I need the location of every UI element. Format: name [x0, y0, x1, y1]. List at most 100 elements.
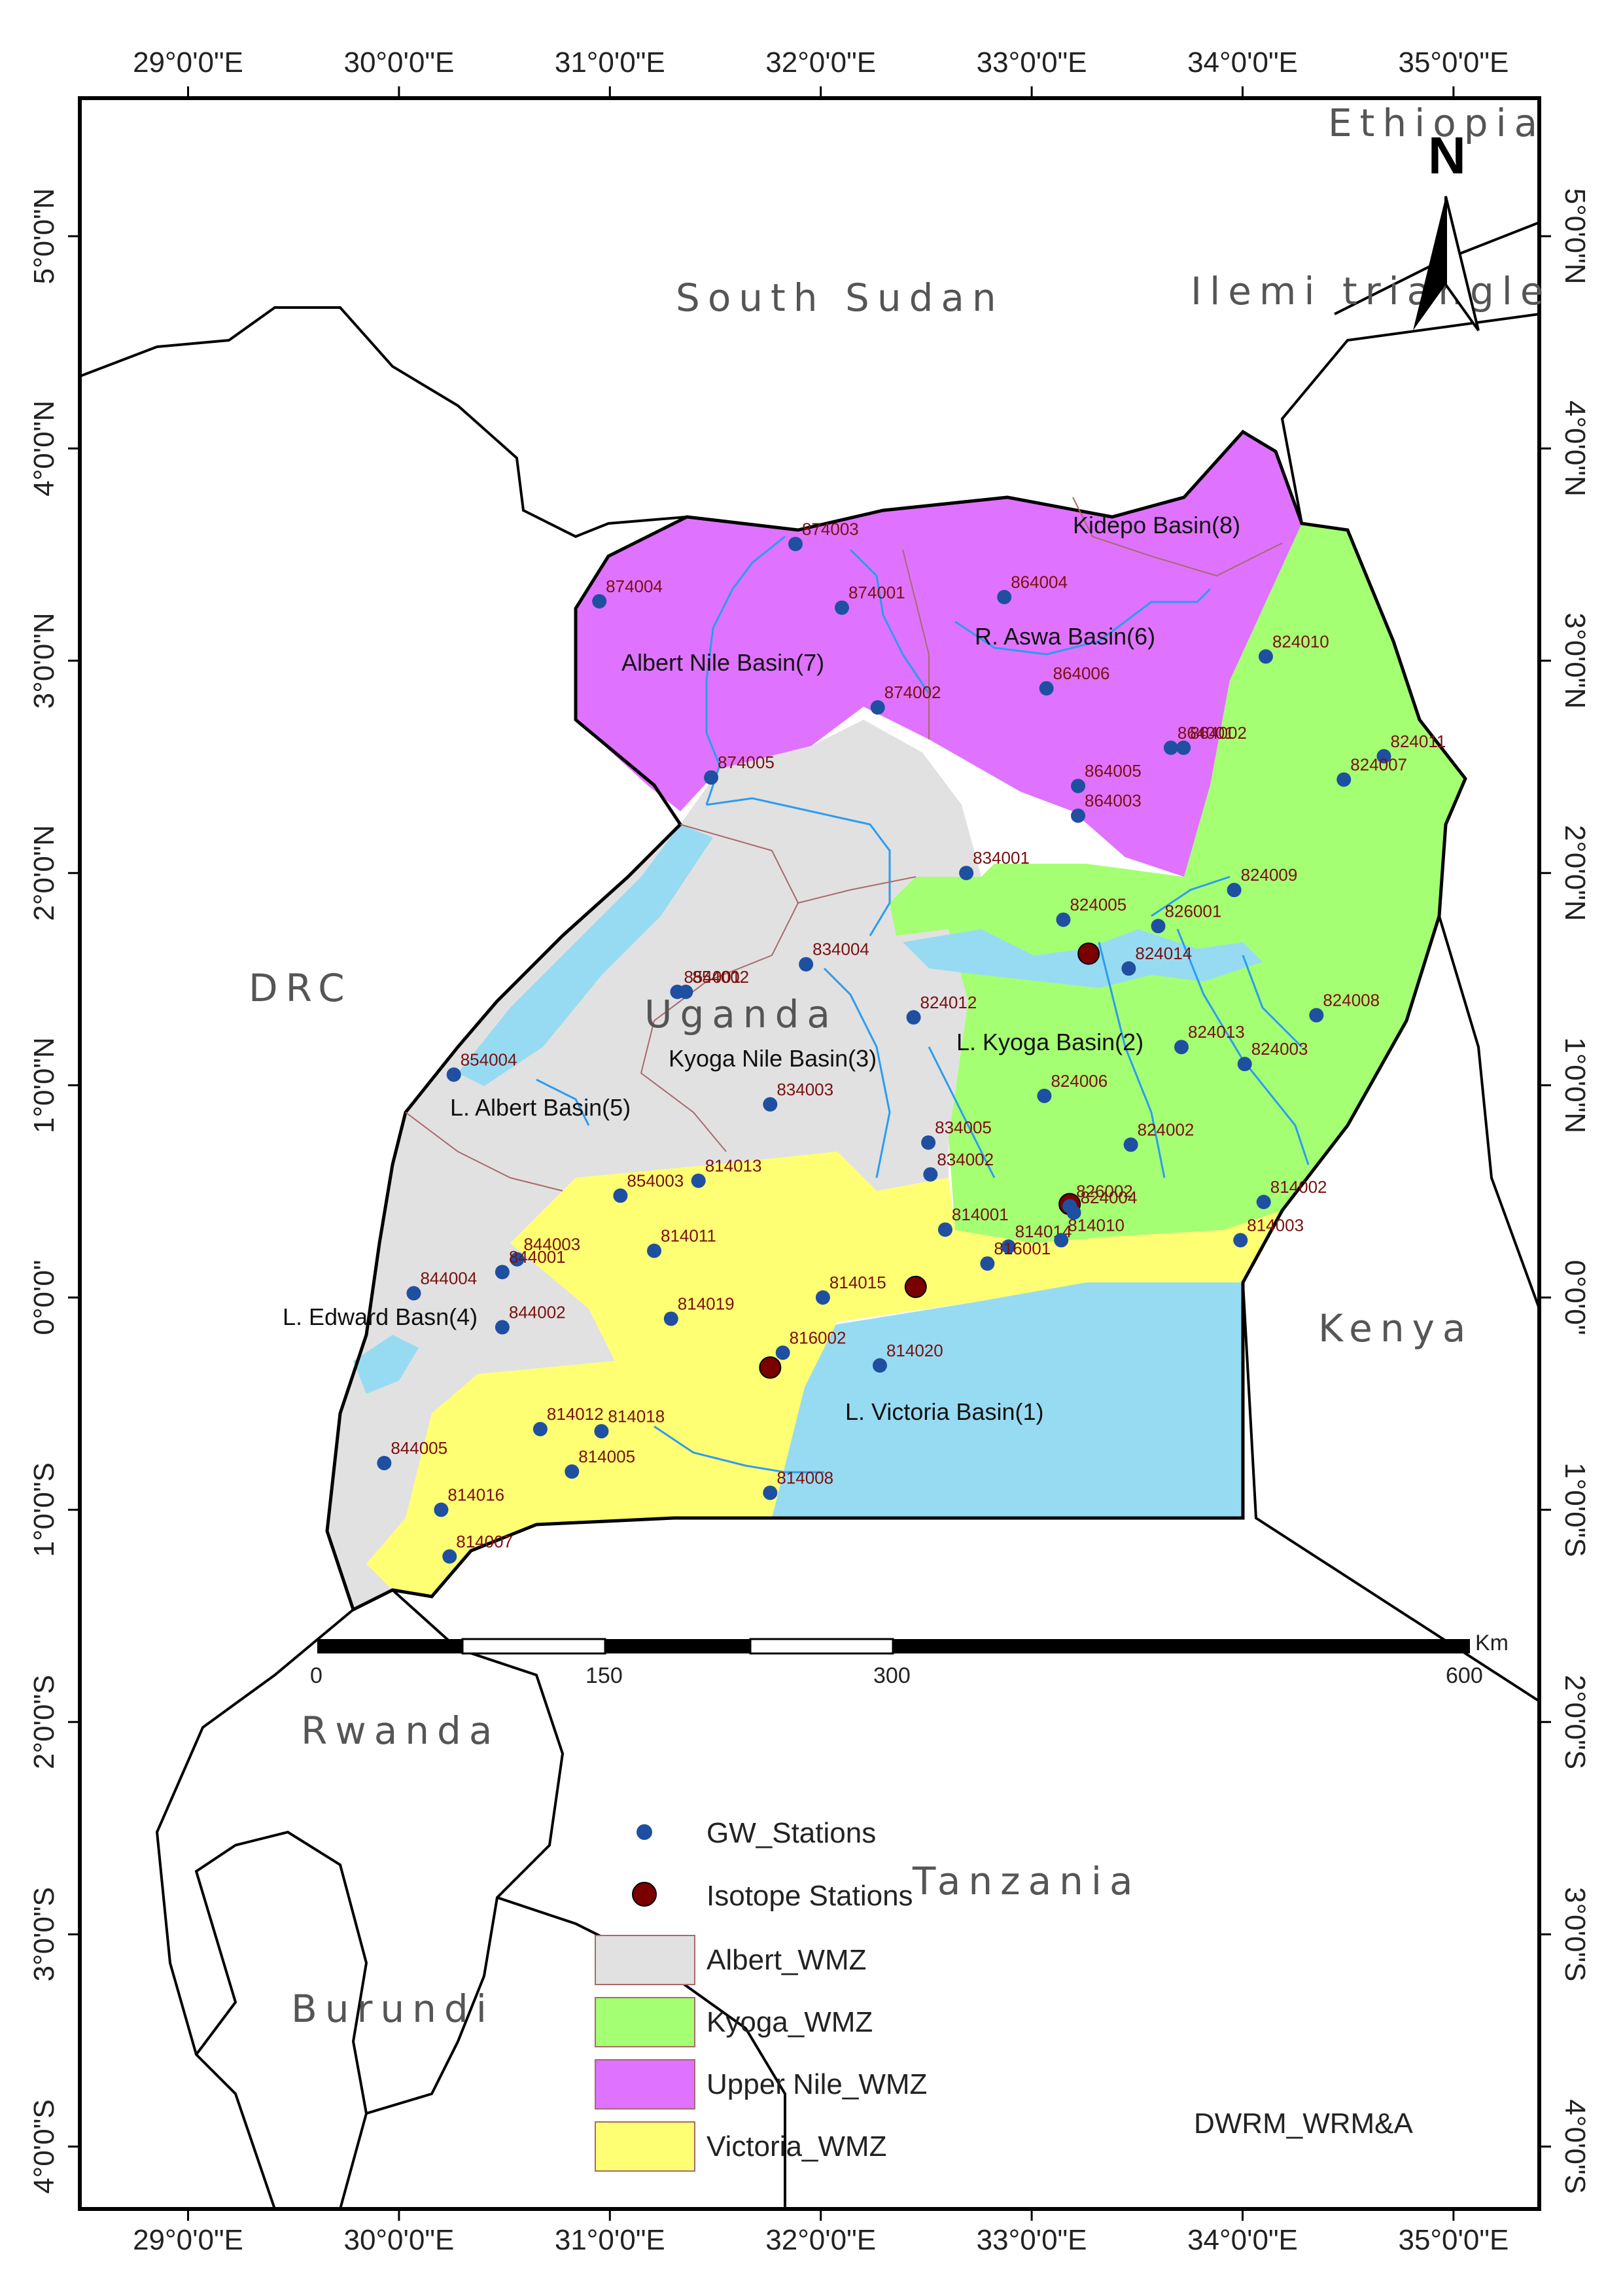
scale-seg-1 — [317, 1639, 462, 1653]
gw-station-marker — [1309, 1008, 1324, 1023]
gw-station-label: 864002 — [1190, 723, 1247, 743]
gw-station-label: 844002 — [509, 1302, 566, 1322]
gw-station-marker — [1039, 680, 1054, 696]
gw-station-label: 814001 — [952, 1205, 1009, 1224]
gw-station-marker — [1054, 1233, 1069, 1248]
gw-station-marker — [663, 1311, 678, 1326]
top-tick-label: 30°0'0"E — [343, 46, 454, 79]
north-arrow-left — [1413, 196, 1446, 330]
gw-station-marker — [594, 1424, 609, 1439]
country-labels: Ethiopia South Sudan Ilemi triangle DRC … — [249, 101, 1544, 2031]
gw-station-label: 814015 — [829, 1273, 886, 1292]
legend-upper-nile-swatch — [595, 2059, 695, 2110]
gw-station-label: 814002 — [1270, 1177, 1327, 1197]
basin-label-1: L. Victoria Basin(1) — [845, 1398, 1043, 1425]
country-tanzania: Tanzania — [912, 1859, 1141, 1903]
gw-station-marker — [613, 1188, 628, 1203]
gw-station-label: 824007 — [1350, 754, 1407, 774]
gw-station-label: 864003 — [1085, 791, 1142, 811]
legend-kyoga-swatch — [595, 1997, 695, 2047]
gw-station-label: 816001 — [994, 1239, 1051, 1258]
lake-albert — [458, 824, 713, 1086]
gw-station-marker — [532, 1422, 548, 1437]
bottom-tick-label: 29°0'0"E — [133, 2224, 243, 2256]
basin-label-2: L. Kyoga Basin(2) — [956, 1029, 1143, 1055]
right-tick-label: 1°0'0"N — [1559, 1037, 1591, 1133]
left-tick-label: 0°0'0" — [28, 1260, 60, 1335]
gw-station-label: 816002 — [790, 1328, 846, 1347]
gw-station-label: 814018 — [608, 1406, 665, 1426]
coordinate-axes: 29°0'0"E 30°0'0"E 31°0'0"E 32°0'0"E 33°0'0"E… — [28, 46, 1591, 2256]
gw-station-marker — [1001, 1239, 1016, 1254]
gw-station-label: 844005 — [391, 1438, 447, 1458]
gw-station-label: 814019 — [678, 1294, 735, 1313]
gw-station-marker — [870, 700, 885, 715]
gw-station-label: 814005 — [578, 1447, 635, 1466]
gw-station-label: 854004 — [461, 1050, 517, 1069]
legend-victoria-swatch — [595, 2121, 695, 2172]
zone-albert — [327, 720, 981, 1610]
gw-station-label: 854001 — [684, 967, 741, 987]
gw-station-marker — [1256, 1195, 1271, 1210]
scale-seg-3 — [605, 1639, 750, 1653]
gw-station-marker — [834, 600, 849, 615]
right-tick-label: 4°0'0"S — [1559, 2099, 1591, 2193]
gw-station-label: 824006 — [1051, 1071, 1108, 1091]
right-tick-label: 0°0'0" — [1559, 1260, 1591, 1335]
gw-station-label: 834005 — [935, 1118, 992, 1137]
gw-station-label: 824012 — [920, 993, 977, 1012]
top-tick-label: 29°0'0"E — [133, 46, 243, 79]
legend-upper-nile-label: Upper Nile_WMZ — [707, 2068, 927, 2100]
left-tick-label: 4°0'0"N — [28, 400, 60, 497]
gw-station-marker — [788, 537, 803, 552]
right-tick-label: 2°0'0"N — [1559, 825, 1591, 921]
scale-label-300: 300 — [873, 1663, 911, 1688]
gw-station-label: 864006 — [1053, 663, 1110, 683]
gw-station-label: 864004 — [1011, 572, 1068, 592]
bottom-tick-label: 35°0'0"E — [1398, 2224, 1509, 2256]
country-drc: DRC — [249, 966, 353, 1010]
gw-station-label: 834002 — [937, 1150, 994, 1169]
gw-station-marker — [446, 1067, 461, 1082]
gw-station-marker — [1037, 1088, 1052, 1103]
country-kenya: Kenya — [1318, 1306, 1473, 1351]
gw-station-marker — [799, 957, 814, 972]
gw-station-label: 824004 — [1081, 1188, 1138, 1207]
legend-iso-symbol — [632, 1882, 657, 1907]
gw-station-label: 854002 — [692, 967, 749, 987]
gw-station-marker — [434, 1502, 449, 1517]
right-tick-label: 1°0'0"S — [1559, 1462, 1591, 1557]
neighbour-borders — [80, 98, 1539, 2209]
gw-station-label: 874002 — [884, 682, 941, 702]
legend-gw-symbol — [637, 1824, 652, 1840]
gw-station-marker — [815, 1290, 830, 1305]
gw-station-marker — [704, 770, 719, 785]
scale-seg-4 — [749, 1638, 894, 1655]
gw-station-marker — [1151, 919, 1166, 934]
bottom-tick-label: 31°0'0"E — [555, 2224, 665, 2256]
left-tick-label: 2°0'0"S — [28, 1675, 60, 1769]
gw-station-marker — [1176, 740, 1191, 755]
basin-label-7: Albert Nile Basin(7) — [621, 649, 824, 676]
gw-station-label: 814007 — [456, 1532, 513, 1551]
gw-station-marker — [691, 1173, 706, 1188]
gw-station-label: 814013 — [705, 1156, 762, 1176]
basin-label-8: Kidepo Basin(8) — [1073, 512, 1240, 539]
gw-station-label: 834001 — [973, 848, 1030, 868]
right-tick-label: 5°0'0"N — [1559, 188, 1591, 285]
gw-station-marker — [377, 1456, 392, 1471]
top-tick-label: 31°0'0"E — [555, 46, 665, 79]
scale-seg-2 — [461, 1638, 606, 1655]
gw-station-marker — [647, 1243, 662, 1258]
gw-station-label: 874005 — [718, 752, 775, 772]
basin-boundaries — [405, 497, 1283, 1192]
right-tick-label: 3°0'0"S — [1559, 1887, 1591, 1981]
gw-station-label: 824010 — [1272, 631, 1329, 651]
isotope-station-marker — [1077, 942, 1100, 965]
gw-station-marker — [1237, 1057, 1252, 1072]
gw-station-label: 814008 — [777, 1468, 833, 1487]
gw-station-marker — [1174, 1040, 1189, 1055]
lake-victoria — [772, 1282, 1243, 1518]
country-south-sudan: South Sudan — [676, 275, 1004, 320]
